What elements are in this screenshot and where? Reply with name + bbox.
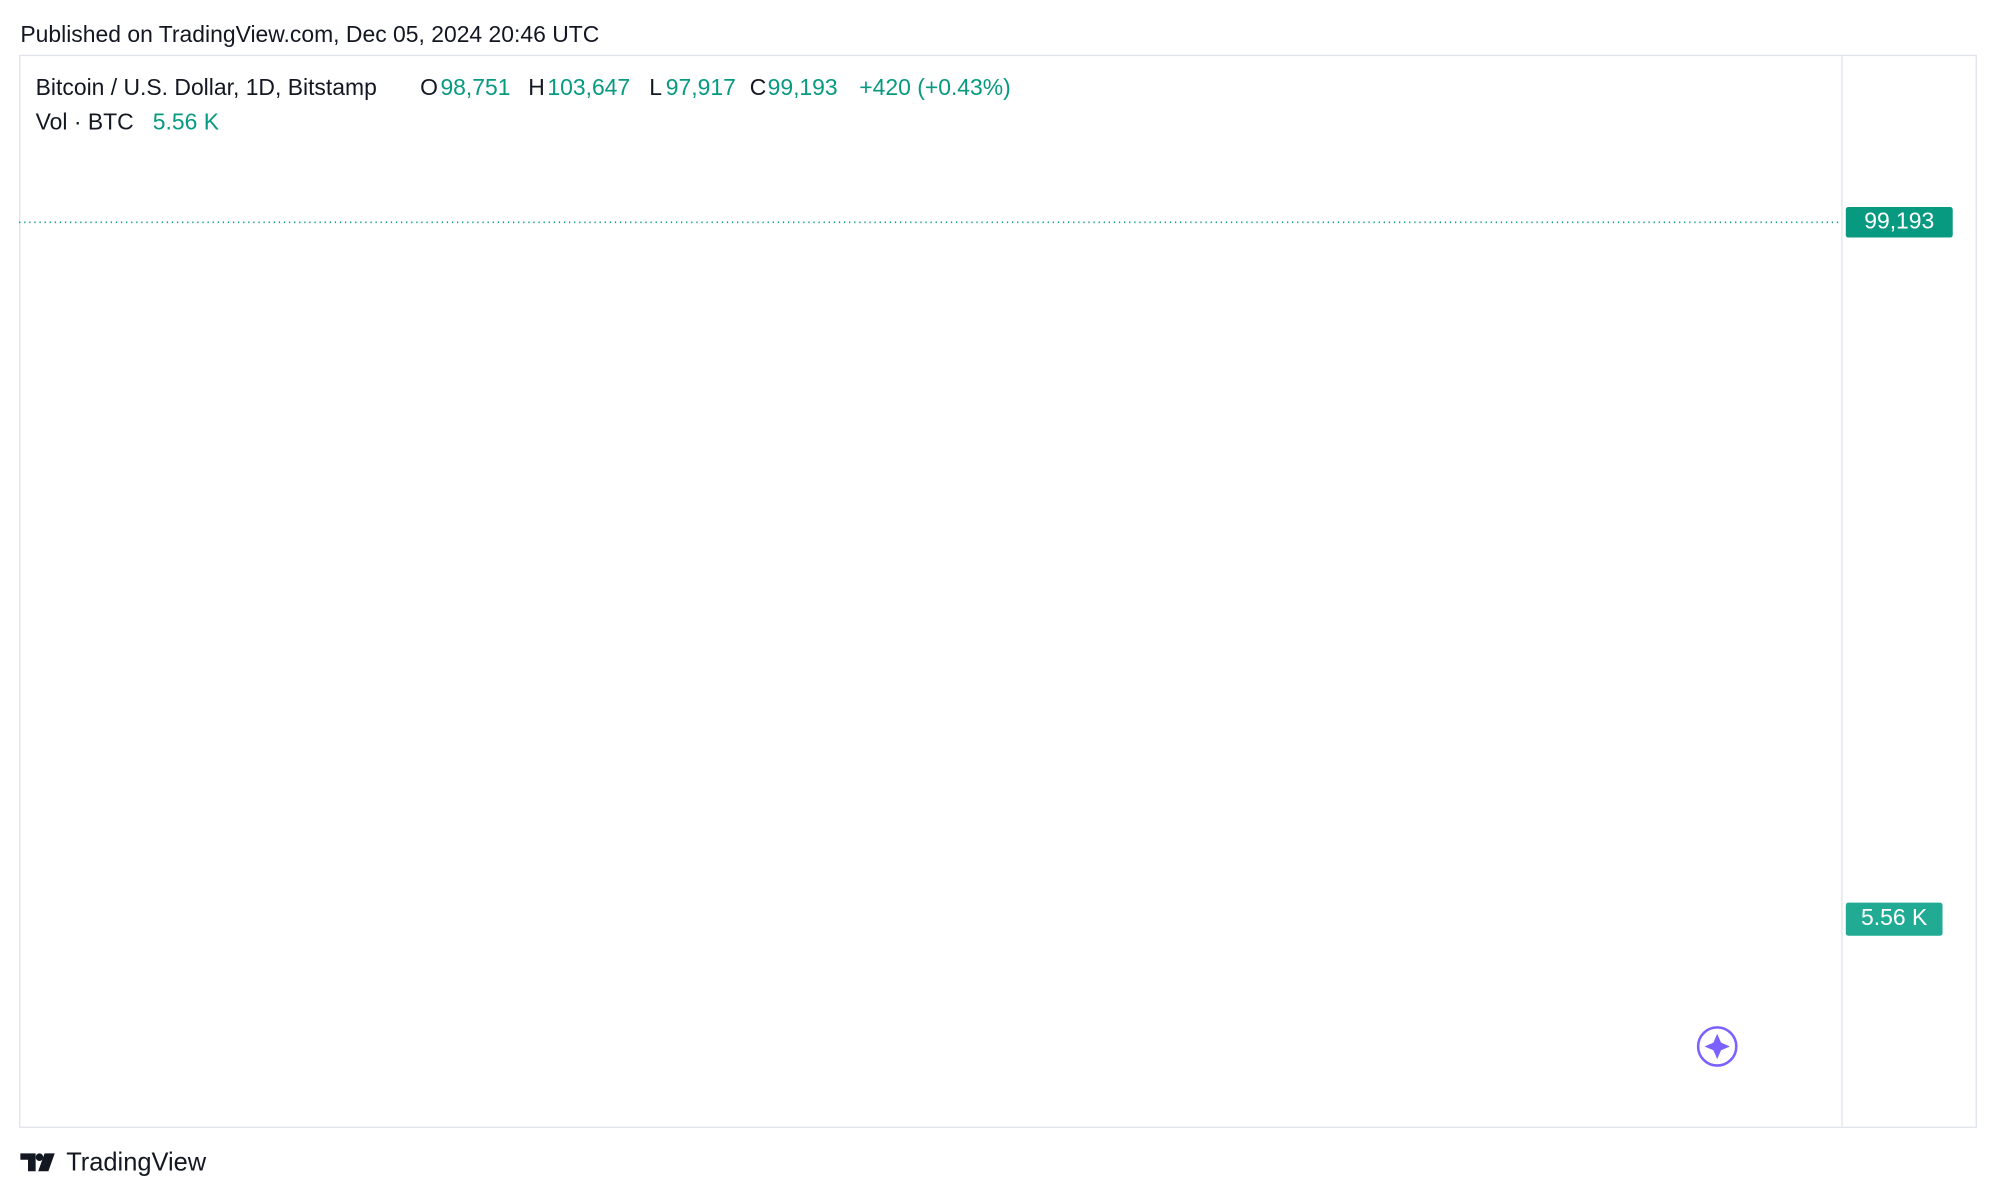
open-value: 98,751 bbox=[440, 74, 510, 100]
last-price-label: 99,193 bbox=[1864, 207, 1934, 233]
change-value: +420 (+0.43%) bbox=[859, 74, 1011, 100]
published-note: Published on TradingView.com, Dec 05, 20… bbox=[20, 21, 599, 47]
volume-badge-label: 5.56 K bbox=[1861, 904, 1928, 930]
low-value: 97,917 bbox=[666, 74, 736, 100]
open-label: O bbox=[420, 74, 438, 100]
chart-frame bbox=[19, 54, 1977, 1128]
symbol-name: Bitcoin / U.S. Dollar, 1D, Bitstamp bbox=[36, 74, 377, 100]
volume-name: Vol · BTC bbox=[36, 109, 134, 135]
footer-brand: TradingView bbox=[66, 1148, 207, 1176]
footer-logo: TradingView bbox=[20, 1148, 207, 1176]
low-label: L bbox=[649, 74, 662, 100]
volume-badge bbox=[1845, 902, 1943, 936]
legend: Bitcoin / U.S. Dollar, 1D, Bitstamp O 98… bbox=[36, 74, 1011, 134]
high-value: 103,647 bbox=[547, 74, 630, 100]
close-label: C bbox=[750, 74, 767, 100]
high-label: H bbox=[528, 74, 545, 100]
last-price-badge bbox=[1845, 207, 1953, 238]
assistant-icon[interactable] bbox=[1696, 1026, 1738, 1067]
close-value: 99,193 bbox=[768, 74, 838, 100]
volume-value: 5.56 K bbox=[153, 109, 220, 135]
